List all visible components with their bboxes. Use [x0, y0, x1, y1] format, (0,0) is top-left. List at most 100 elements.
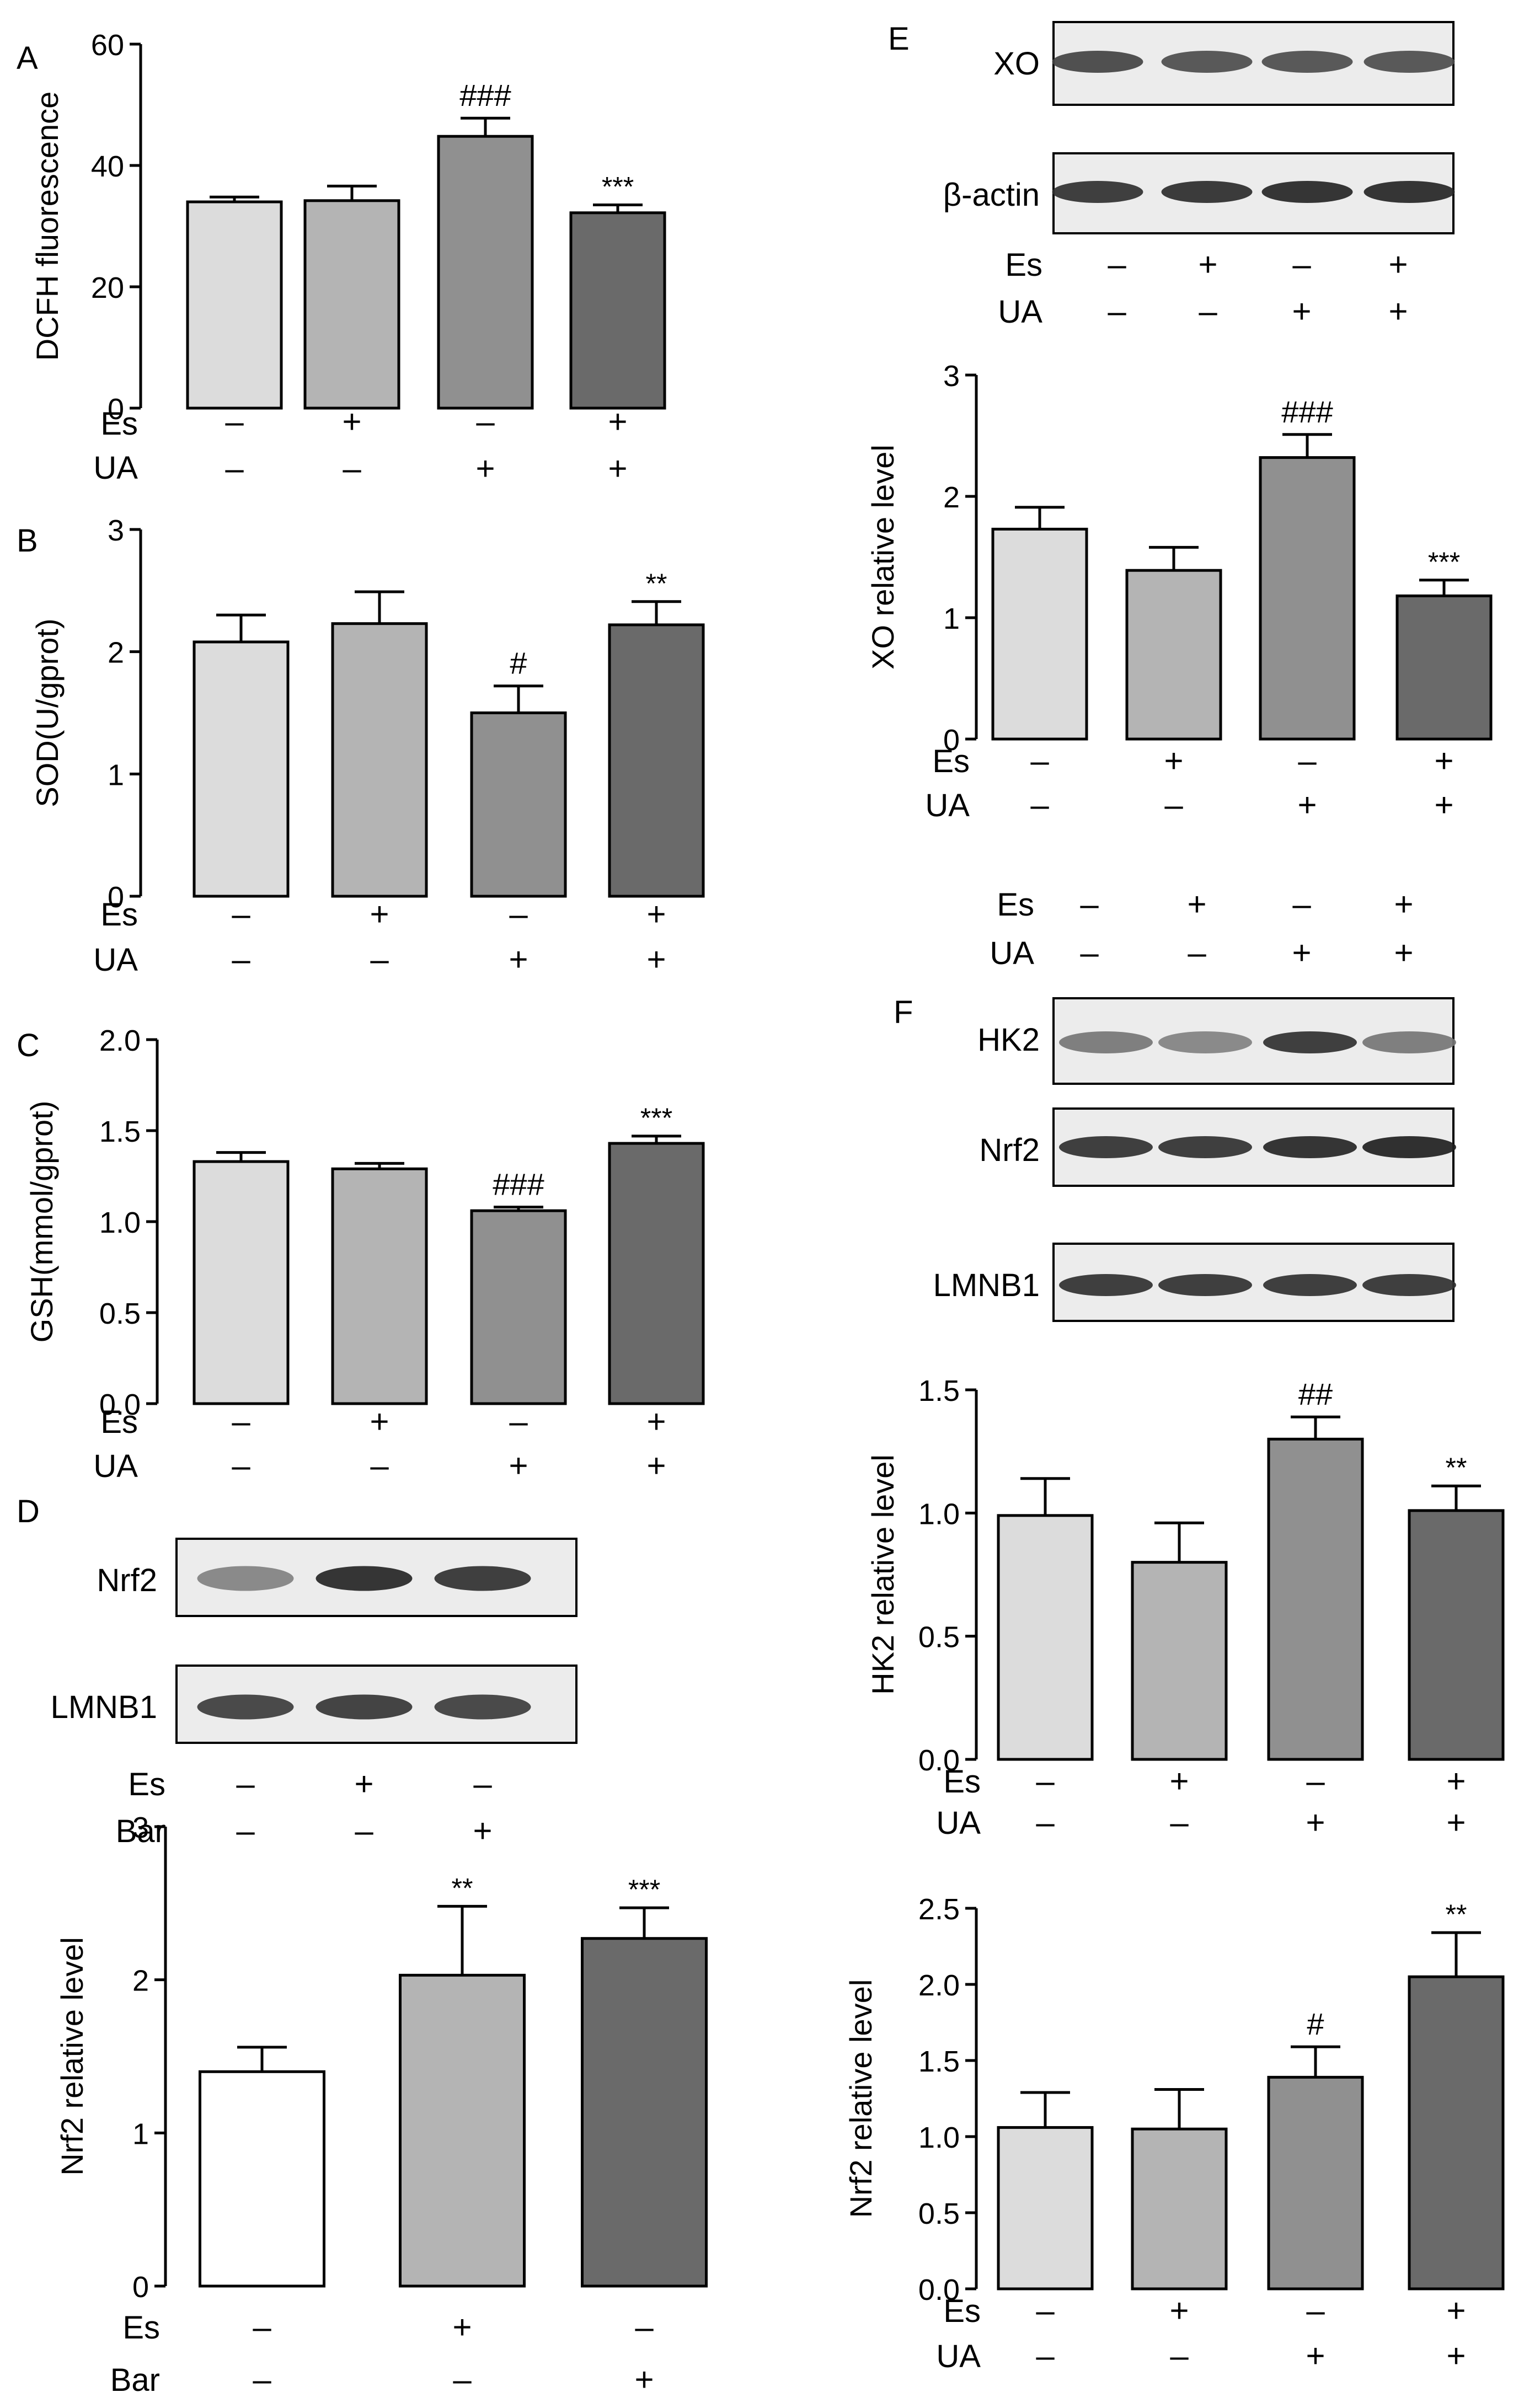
condition-label: UA	[936, 1805, 981, 1841]
bar-chart-A: A 0 20 40 60 DCFH fluorescence ### *** Es – + – + UA –…	[17, 29, 666, 487]
panel-letter: F	[894, 994, 913, 1030]
condition-label: UA	[93, 1448, 138, 1484]
band-shape	[1362, 1031, 1456, 1053]
y-tick-label: 3	[943, 360, 960, 393]
bar	[303, 199, 400, 410]
bar	[1408, 1975, 1505, 2290]
band-shape	[1059, 1274, 1153, 1296]
blot-condition-label: Bar	[116, 1813, 165, 1849]
condition-label: Es	[943, 1764, 981, 1800]
condition-sign: +	[1446, 2337, 1466, 2374]
band-shape	[1362, 1136, 1456, 1158]
y-tick-label: 1.5	[918, 2045, 960, 2078]
blot-band	[1362, 1274, 1456, 1296]
bar	[1131, 2127, 1228, 2290]
blot-band	[1363, 181, 1455, 203]
blot-condition-label: Es	[997, 887, 1034, 923]
y-tick-label: 2	[132, 1965, 149, 1998]
blot-condition-sign: +	[473, 1812, 492, 1849]
condition-sign: +	[634, 2361, 654, 2398]
blot-condition-sign: +	[1388, 293, 1408, 330]
blot-condition-sign: +	[1292, 934, 1311, 971]
band-shape	[434, 1566, 531, 1591]
blot-band	[1059, 1136, 1153, 1158]
y-tick-label: 1.0	[918, 1497, 960, 1530]
y-tick-label: 0	[132, 2271, 149, 2304]
condition-sign: +	[370, 896, 389, 933]
condition-sign: –	[1036, 1763, 1055, 1800]
bar-chart-C: C 0.0 0.5 1.0 1.5 2.0 GSH(mmol/gprot) ### *** Es –…	[17, 1024, 705, 1484]
bar	[437, 135, 534, 410]
condition-sign: –	[509, 1403, 528, 1440]
y-tick-label: 2.0	[918, 1969, 960, 2002]
blot-band	[1052, 181, 1143, 203]
blot-band	[1363, 51, 1455, 73]
blot-band	[1362, 1031, 1456, 1053]
blot-condition-sign: +	[1394, 886, 1413, 923]
condition-label: Es	[122, 2310, 160, 2346]
blot-condition-sign: +	[354, 1765, 373, 1802]
bar	[991, 527, 1088, 741]
blot-panel	[1052, 21, 1455, 106]
y-tick-label: 20	[91, 271, 124, 304]
y-tick-label: 1.5	[918, 1374, 960, 1407]
blot-condition-sign: +	[1394, 934, 1413, 971]
y-tick-label: 0	[943, 724, 960, 757]
condition-sign: +	[1164, 742, 1183, 779]
y-tick-label: 1	[132, 2117, 149, 2150]
y-tick-label: 0.5	[918, 2197, 960, 2230]
blot-row-label: Nrf2	[979, 1132, 1040, 1168]
condition-sign: –	[232, 1447, 250, 1484]
blot-panel	[1052, 1243, 1456, 1322]
condition-sign: –	[1030, 786, 1049, 823]
bar	[1395, 594, 1493, 741]
condition-sign: –	[635, 2309, 654, 2346]
y-tick-label: 0.5	[918, 1621, 960, 1654]
blot-band	[1263, 1136, 1357, 1158]
condition-sign: +	[1446, 1804, 1466, 1841]
condition-sign: –	[1306, 2292, 1325, 2329]
blot-band	[1158, 1136, 1252, 1158]
blot-panel	[1052, 1107, 1456, 1187]
bar-chart-F2: 0.0 0.5 1.0 1.5 2.0 2.5 Nrf2 relative level # **…	[843, 1893, 1505, 2374]
band-shape	[1363, 181, 1455, 203]
blot-band	[1261, 51, 1353, 73]
bar	[569, 211, 666, 410]
significance-mark: ***	[1428, 547, 1460, 577]
significance-mark: **	[1446, 1899, 1467, 1930]
band-shape	[1261, 51, 1353, 73]
blot-condition-sign: –	[1188, 934, 1206, 971]
band-shape	[1052, 51, 1143, 73]
significance-mark: **	[452, 1872, 473, 1903]
panel-letter: C	[17, 1027, 40, 1063]
condition-sign: –	[1170, 2337, 1189, 2374]
blot-condition-sign: –	[1108, 246, 1126, 283]
condition-sign: +	[452, 2309, 472, 2346]
band-shape	[1059, 1136, 1153, 1158]
y-tick-label: 0.0	[918, 2273, 960, 2306]
significance-mark: ###	[459, 78, 511, 113]
condition-sign: +	[646, 896, 666, 933]
blot-panel	[175, 1665, 578, 1744]
blot-condition-sign: +	[1388, 246, 1408, 283]
blot-condition-sign: –	[236, 1765, 255, 1802]
band-shape	[1263, 1136, 1357, 1158]
condition-sign: +	[1169, 1763, 1189, 1800]
blot-condition-sign: –	[473, 1765, 492, 1802]
blot-condition-sign: +	[1198, 246, 1217, 283]
condition-sign: –	[232, 1403, 250, 1440]
y-tick-label: 0.0	[99, 1388, 141, 1421]
condition-sign: –	[1036, 2292, 1055, 2329]
bar	[186, 200, 283, 410]
blot-band	[434, 1566, 531, 1591]
band-shape	[316, 1566, 413, 1591]
condition-sign: –	[1036, 1804, 1055, 1841]
bar	[399, 1973, 526, 2288]
blot-condition-label: Es	[1005, 247, 1042, 283]
blot-band	[1052, 51, 1143, 73]
y-tick-label: 60	[91, 29, 124, 62]
significance-mark: ***	[640, 1103, 672, 1133]
condition-sign: +	[608, 450, 627, 487]
bar	[997, 1514, 1094, 1761]
condition-sign: –	[232, 941, 250, 978]
